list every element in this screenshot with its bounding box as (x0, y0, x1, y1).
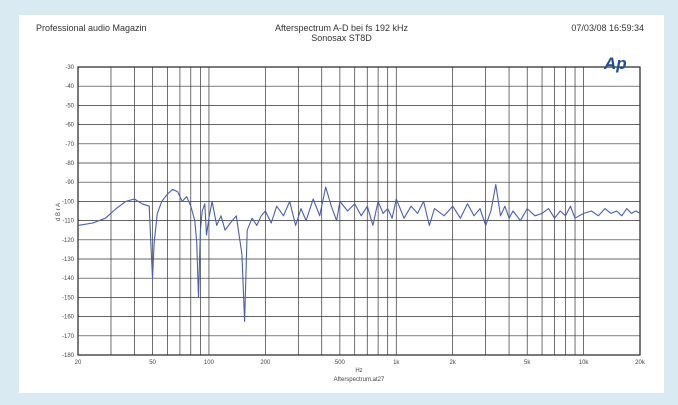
y-tick-label: -140 (62, 276, 75, 282)
series-line (77, 184, 641, 322)
x-tick-label: 1k (393, 360, 400, 366)
y-tick-label: -130 (62, 257, 75, 263)
y-axis-label: d B r A (56, 203, 62, 221)
x-tick-label: 100 (204, 360, 215, 366)
chart-title-line1: Afterspectrum A-D bei fs 192 kHz (274, 23, 409, 33)
y-tick-label: -110 (62, 219, 74, 225)
series-layer (77, 184, 641, 322)
ap-logo: Ap (604, 54, 627, 73)
y-tick-label: -170 (62, 334, 75, 340)
x-tick-label: 5k (524, 360, 531, 366)
x-tick-label: 20 (75, 360, 82, 366)
header-source: Professional audio Magazin (36, 23, 147, 33)
y-tick-label: -30 (65, 65, 74, 71)
x-tick-label: 50 (149, 360, 156, 366)
y-tick-label: -120 (62, 238, 75, 244)
y-tick-labels: -30 -40 -50 -60 -70 -80 -90 -100 -110 -120 -130 -14… (62, 65, 75, 359)
x-tick-labels: 20 50 100 200 500 1k 2k 5k 10k 20k (75, 360, 646, 366)
x-tick-label: 20k (635, 360, 646, 366)
y-tick-label: -100 (62, 199, 75, 205)
chart-title-line2: Sonosax ST8D (311, 33, 372, 43)
y-tick-label: -50 (65, 103, 74, 109)
x-tick-label: 200 (260, 360, 271, 366)
y-tick-label: -160 (62, 315, 75, 321)
y-tick-label: -150 (62, 295, 75, 301)
y-tick-label: -40 (65, 84, 74, 90)
x-tick-label: 500 (335, 360, 346, 366)
y-tick-label: -80 (65, 161, 74, 167)
header-timestamp: 07/03/08 16:59:34 (571, 23, 644, 33)
x-tick-label: 2k (449, 360, 456, 366)
y-tick-label: -90 (65, 180, 74, 186)
y-tick-label: -180 (62, 353, 75, 359)
chart-title: Afterspectrum A-D bei fs 192 kHz Sonosax… (19, 23, 664, 43)
y-tick-label: -70 (65, 142, 74, 148)
x-tick-label: 10k (579, 360, 590, 366)
x-axis-label: Afterspectrum.at27 (334, 377, 385, 383)
grid-horizontal (78, 85, 640, 337)
x-axis-unit: Hz (355, 368, 362, 374)
y-tick-label: -60 (65, 123, 74, 129)
grid-vertical (110, 67, 584, 355)
